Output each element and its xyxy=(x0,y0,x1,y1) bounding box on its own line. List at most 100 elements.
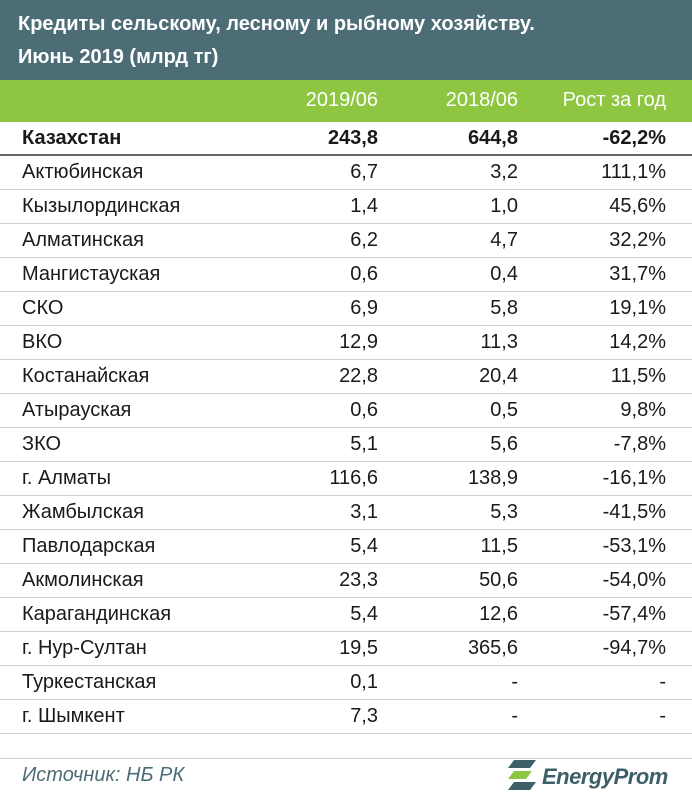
value-2019: 5,4 xyxy=(350,603,378,625)
table-row: Туркестанская 0,1 - - xyxy=(0,666,692,700)
growth-value: -53,1% xyxy=(602,535,666,557)
value-2018: 3,2 xyxy=(490,161,518,183)
value-2019: 0,6 xyxy=(350,263,378,285)
value-2019: 3,1 xyxy=(350,501,378,523)
table-row: Акмолинская 23,3 50,6 -54,0% xyxy=(0,564,692,598)
title-line-1: Кредиты сельскому, лесному и рыбному хоз… xyxy=(18,13,535,35)
source-note: Источник: НБ РК xyxy=(22,764,185,786)
growth-value: -62,2% xyxy=(602,127,666,149)
value-2018: 365,6 xyxy=(467,637,518,659)
value-2019: 0,1 xyxy=(350,671,378,693)
table-row: Атырауская 0,6 0,5 9,8% xyxy=(0,394,692,428)
table-row: г. Алматы 116,6 138,9 -16,1% xyxy=(0,462,692,496)
growth-value: -57,4% xyxy=(602,603,666,625)
region-name: Карагандинская xyxy=(22,603,172,625)
table-row: Павлодарская 5,4 11,5 -53,1% xyxy=(0,530,692,564)
table-body: Казахстан 243,8 644,8 -62,2% Актюбинская 6,7 3… xyxy=(0,122,692,734)
growth-value: 45,6% xyxy=(609,195,666,217)
region-name: Атырауская xyxy=(22,399,132,421)
growth-value: 31,7% xyxy=(609,263,666,285)
growth-value: 19,1% xyxy=(609,297,666,319)
value-2019: 6,2 xyxy=(350,229,378,251)
value-2018: 4,7 xyxy=(490,229,518,251)
value-2019: 23,3 xyxy=(339,569,378,591)
growth-value: 32,2% xyxy=(609,229,666,251)
footer-divider xyxy=(0,758,692,759)
value-2018: 644,8 xyxy=(467,127,518,149)
table-row: Актюбинская 6,7 3,2 111,1% xyxy=(0,156,692,190)
table-row: ВКО 12,9 11,3 14,2% xyxy=(0,326,692,360)
value-2019: 5,1 xyxy=(350,433,378,455)
table-row: Костанайская 22,8 20,4 11,5% xyxy=(0,360,692,394)
value-2018: - xyxy=(511,671,518,693)
value-2019: 7,3 xyxy=(350,705,378,727)
energyprom-logo-icon xyxy=(508,760,536,790)
table-row: Карагандинская 5,4 12,6 -57,4% xyxy=(0,598,692,632)
growth-value: -41,5% xyxy=(602,501,666,523)
region-name: Акмолинская xyxy=(22,569,144,591)
region-name: Костанайская xyxy=(22,365,150,387)
region-name: Жамбылская xyxy=(22,501,144,523)
region-name: Павлодарская xyxy=(22,535,156,557)
value-2019: 12,9 xyxy=(339,331,378,353)
region-name: г. Шымкент xyxy=(22,705,125,727)
growth-value: - xyxy=(659,705,666,727)
region-name: Актюбинская xyxy=(22,161,144,183)
value-2018: 0,4 xyxy=(490,263,518,285)
table-row: СКО 6,9 5,8 19,1% xyxy=(0,292,692,326)
value-2018: 5,3 xyxy=(490,501,518,523)
table-row: ЗКО 5,1 5,6 -7,8% xyxy=(0,428,692,462)
energyprom-logo-text: EnergyProm xyxy=(542,764,668,789)
value-2019: 5,4 xyxy=(350,535,378,557)
value-2018: 20,4 xyxy=(479,365,518,387)
table-row: г. Нур-Султан 19,5 365,6 -94,7% xyxy=(0,632,692,666)
table-row-total: Казахстан 243,8 644,8 -62,2% xyxy=(0,122,692,156)
column-header-row: 2019/06 2018/06 Рост за год xyxy=(0,80,692,122)
region-name: Алматинская xyxy=(22,229,144,251)
table-row: Кызылординская 1,4 1,0 45,6% xyxy=(0,190,692,224)
value-2018: 50,6 xyxy=(479,569,518,591)
growth-value: 11,5% xyxy=(610,365,666,387)
value-2019: 19,5 xyxy=(339,637,378,659)
value-2019: 0,6 xyxy=(350,399,378,421)
title-line-2: Июнь 2019 (млрд тг) xyxy=(18,46,219,68)
region-name: г. Нур-Султан xyxy=(22,637,147,659)
growth-value: -54,0% xyxy=(602,569,666,591)
region-name: г. Алматы xyxy=(22,467,111,489)
region-name: Туркестанская xyxy=(22,671,157,693)
growth-value: -7,8% xyxy=(613,433,666,455)
value-2018: 5,8 xyxy=(490,297,518,319)
region-name: ВКО xyxy=(22,331,63,353)
column-header-2019: 2019/06 xyxy=(305,89,378,111)
region-name: Кызылординская xyxy=(22,195,181,217)
column-header-growth: Рост за год xyxy=(562,89,666,111)
column-header-2018: 2018/06 xyxy=(445,89,518,111)
value-2019: 6,9 xyxy=(350,297,378,319)
growth-value: 14,2% xyxy=(609,331,666,353)
value-2018: 1,0 xyxy=(490,195,518,217)
value-2018: 5,6 xyxy=(490,433,518,455)
region-name: ЗКО xyxy=(22,433,62,455)
growth-value: - xyxy=(659,671,666,693)
table-row: Жамбылская 3,1 5,3 -41,5% xyxy=(0,496,692,530)
growth-value: -16,1% xyxy=(602,467,666,489)
table-row: Алматинская 6,2 4,7 32,2% xyxy=(0,224,692,258)
table-row: г. Шымкент 7,3 - - xyxy=(0,700,692,734)
energyprom-logo: EnergyProm xyxy=(506,756,686,796)
region-name: СКО xyxy=(22,297,64,319)
value-2018: 11,5 xyxy=(480,535,518,557)
value-2018: 11,3 xyxy=(480,331,518,353)
region-name: Казахстан xyxy=(22,127,122,149)
value-2019: 6,7 xyxy=(350,161,378,183)
chart-title: Кредиты сельскому, лесному и рыбному хоз… xyxy=(0,0,692,80)
table-row: Мангистауская 0,6 0,4 31,7% xyxy=(0,258,692,292)
growth-value: 111,1% xyxy=(601,161,666,183)
value-2019: 116,6 xyxy=(329,467,378,489)
region-name: Мангистауская xyxy=(22,263,161,285)
value-2018: 12,6 xyxy=(479,603,518,625)
value-2019: 1,4 xyxy=(350,195,378,217)
growth-value: 9,8% xyxy=(620,399,666,421)
value-2018: 138,9 xyxy=(467,467,518,489)
growth-value: -94,7% xyxy=(602,637,666,659)
value-2019: 22,8 xyxy=(339,365,378,387)
